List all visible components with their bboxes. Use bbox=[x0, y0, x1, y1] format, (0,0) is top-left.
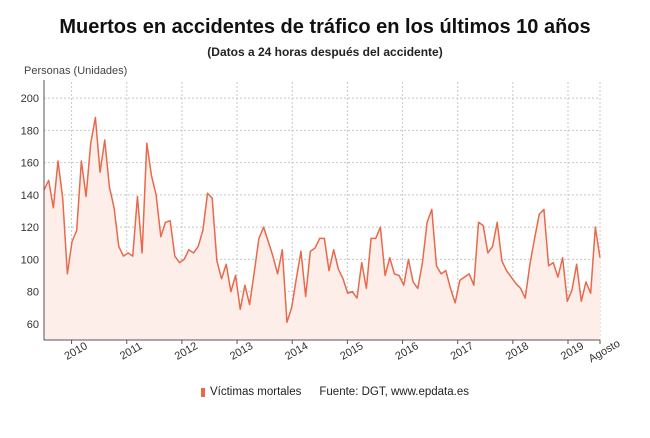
y-tick-label: 120 bbox=[21, 222, 39, 234]
y-tick-label: 180 bbox=[21, 125, 39, 137]
y-tick-label: 140 bbox=[21, 190, 39, 202]
y-tick-label: 200 bbox=[21, 93, 39, 105]
series-area bbox=[43, 116, 601, 340]
legend-swatch bbox=[201, 387, 205, 397]
legend-label: Víctimas mortales bbox=[210, 386, 302, 398]
chart-subtitle: (Datos a 24 horas después del accidente) bbox=[207, 45, 443, 59]
x-tick-label: 2012 bbox=[173, 340, 200, 363]
y-tick-label: 100 bbox=[21, 254, 39, 266]
x-tick-label: 2010 bbox=[62, 340, 89, 363]
source-note: Fuente: DGT, www.epdata.es bbox=[319, 386, 469, 398]
axes bbox=[43, 80, 601, 344]
x-tick-labels: 2010 2011 2012 2013 2014 2015 2016 2017 2018 2019… bbox=[62, 338, 622, 366]
y-tick-label: 60 bbox=[27, 319, 39, 331]
x-tick-label: 2013 bbox=[228, 340, 255, 363]
series-line bbox=[43, 116, 601, 324]
x-tick-label: 2019 bbox=[559, 340, 586, 363]
x-tick-label: 2011 bbox=[118, 340, 144, 362]
series-area-fill bbox=[44, 117, 600, 340]
x-tick-label: Agosto bbox=[587, 338, 623, 366]
x-tick-label: 2014 bbox=[283, 340, 310, 363]
y-tick-label: 160 bbox=[21, 158, 39, 170]
legend: Víctimas mortales Fuente: DGT, www.epdat… bbox=[201, 386, 469, 398]
y-axis-label: Personas (Unidades) bbox=[24, 65, 128, 77]
x-tick-label: 2016 bbox=[393, 340, 420, 363]
y-tick-label: 80 bbox=[27, 287, 39, 299]
x-tick-label: 2018 bbox=[504, 340, 531, 363]
chart-title: Muertos en accidentes de tráfico en los … bbox=[59, 16, 591, 38]
y-tick-labels: 60 80 100 120 140 160 180 200 bbox=[21, 93, 39, 331]
x-tick-label: 2015 bbox=[338, 340, 365, 363]
x-tick-label: 2017 bbox=[449, 340, 476, 363]
